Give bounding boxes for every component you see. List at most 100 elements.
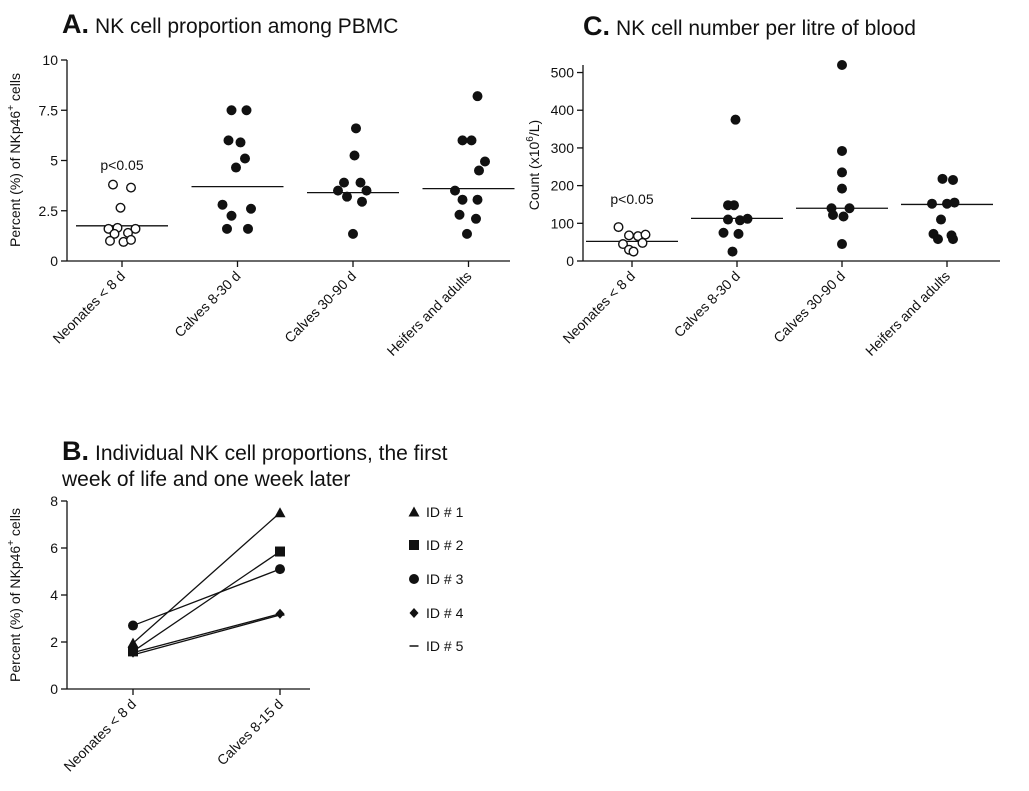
panel-a-data-point [339,177,350,188]
panel-b-data-point [275,546,285,557]
panel-c-y-tick-label: 100 [551,215,575,231]
panel-c-y-tick-label: 200 [551,178,575,194]
panel-a-x-tick-label: Calves 30-90 d [281,268,359,346]
panel-a-data-point [355,177,366,188]
panel-a-data-point [241,105,252,116]
panel-a-x-tick-label: Heifers and adults [384,268,475,359]
panel-c-data-point [949,197,960,208]
panel-b-letter: B. [62,436,89,466]
panel-a-data-point [361,185,372,196]
panel-c-data-point [723,214,734,225]
panel-a-y-tick-label: 2.5 [39,203,59,219]
panel-c-data-point [727,246,738,257]
panel-c-data-point [948,174,959,185]
panel-a-data-point [226,210,237,221]
panel-c-data-point [838,211,849,222]
panel-a-data-point [480,156,491,167]
panel-b-x-tick-label: Calves 8-15 d [214,696,286,768]
panel-c-data-point [637,237,648,248]
panel-b-legend-label: ID # 5 [426,638,464,654]
panel-b-series-line [132,550,281,652]
panel-b-title-line-2: week of life and one week later [61,468,350,491]
panel-a-x-tick-label: Calves 8-30 d [171,268,243,340]
panel-a-data-point [351,123,362,134]
panel-b-series-line [132,614,281,656]
panel-a-data-point [221,223,232,234]
panel-c-title: C. NK cell number per litre of blood [583,11,916,41]
panel-c-data-point [613,222,624,233]
panel-a-data-point [226,105,237,116]
panel-b-data-point [274,507,286,518]
panel-c-data-point [828,210,839,221]
panel-c-data-point [733,228,744,239]
panel-b-y-tick-label: 8 [50,493,58,509]
panel-a-letter: A. [62,9,89,39]
panel-c-data-point [937,173,948,184]
panel-a-data-point [462,228,473,239]
panel-c-title-text: NK cell number per litre of blood [616,17,916,40]
panel-b-x-tick-label: Neonates < 8 d [60,696,139,775]
panel-a-data-point [239,153,250,164]
panel-b-series-line [132,568,281,627]
panel-c-data-point [837,183,848,194]
panel-c-pvalue: p<0.05 [610,191,653,207]
panel-b-legend-marker [408,506,420,517]
panel-b-ylabel-post: cells [7,508,23,540]
panel-b-data-point [127,637,139,648]
panel-b-data-point [275,564,285,575]
panel-b-y-axis-label: Percent (%) of NKp46+ cells [6,508,23,682]
panel-a-data-point [348,228,359,239]
panel-a-ylabel-post: cells [7,73,23,105]
panel-c-y-tick-label: 300 [551,140,575,156]
panel-b-y-tick-label: 2 [50,634,58,650]
panel-c-data-point [936,214,947,225]
panel-a-data-point [223,135,234,146]
panel-c-data-point [640,229,651,240]
panel-c-data-point [718,227,729,238]
panel-c-data-point [837,60,848,71]
panel-c-data-point [837,167,848,178]
panel-b-legend-label: ID # 3 [426,571,464,587]
panel-c-ylabel-pre: Count (x10 [526,141,542,210]
panel-a-data-point [454,209,465,220]
panel-a-data-point [472,91,483,102]
panel-a-pvalue: p<0.05 [100,157,143,173]
panel-a-title: A. NK cell proportion among PBMC [62,9,398,39]
panel-a-y-tick-label: 0 [50,253,58,269]
panel-c-data-point [742,213,753,224]
panel-c-data-point [927,198,938,209]
panel-c-x-tick-label: Neonates < 8 d [559,268,638,347]
panel-c-y-tick-label: 500 [551,65,575,81]
panel-c-x-tick-label: Calves 30-90 d [770,268,848,346]
panel-a-data-point [333,185,344,196]
panel-c-data-point [844,203,855,214]
panel-a-title-text: NK cell proportion among PBMC [95,15,398,38]
panel-c-data-point [837,145,848,156]
panel-c-letter: C. [583,11,610,41]
panel-a-x-tick-label: Neonates < 8 d [49,268,128,347]
panel-a-data-point [217,199,228,210]
panel-a-data-point [472,194,483,205]
panel-a-data-point [107,179,118,190]
panel-b-ylabel-pre: Percent (%) of NKp46 [7,546,23,682]
panel-c: C. NK cell number per litre of blood Coun… [525,11,1000,359]
panel-b-data-point [128,620,138,631]
panel-b-plot: 0 2 4 6 8 Neonates < 8 d Calves 8-15 d [50,493,310,775]
panel-a-data-point [242,223,253,234]
panel-c-data-point [933,234,944,245]
panel-c-data-point [948,234,959,245]
panel-a-plot: 0 2.5 5 7.5 10 Neonates < 8 d Calves 8-30 d Cal… [39,52,515,359]
panel-a-data-point [349,150,360,161]
panel-b-series-line [132,613,281,654]
panel-a-ylabel-pre: Percent (%) of NKp46 [7,111,23,247]
panel-a-data-point [457,194,468,205]
panel-a-ylabel-sup: + [6,105,17,111]
panel-b-legend-label: ID # 4 [426,605,464,621]
panel-a-data-point [466,135,477,146]
panel-a-y-axis-label: Percent (%) of NKp46+ cells [6,73,23,247]
panel-a-data-point [115,202,126,213]
panel-c-data-point [837,239,848,250]
panel-c-data-point [618,239,629,250]
panel-a-data-point [342,191,353,202]
panel-a-data-point [474,165,485,176]
